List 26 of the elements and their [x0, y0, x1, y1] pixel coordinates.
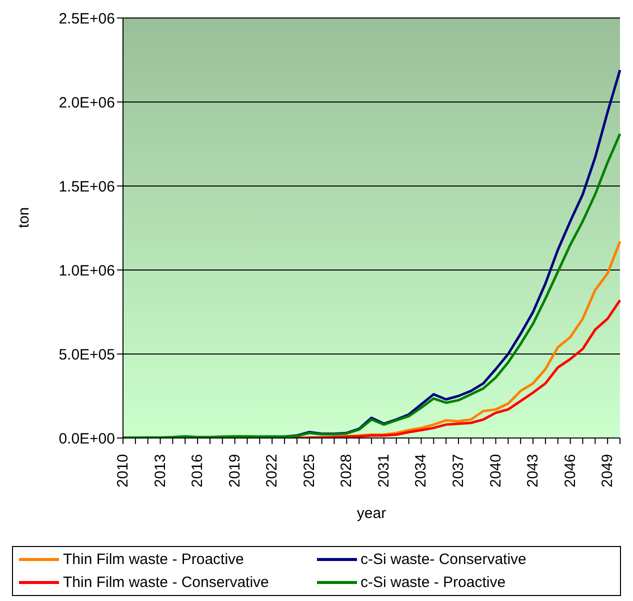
- legend-label: Thin Film waste - Conservative: [63, 574, 269, 591]
- x-tick-label: 2019: [226, 454, 244, 488]
- x-tick-label: 2025: [300, 454, 318, 488]
- x-tick-label: 2040: [487, 454, 504, 488]
- x-tick-label: 2034: [412, 454, 430, 488]
- x-tick-label: 2010: [114, 454, 132, 488]
- x-tick-label: 2031: [375, 454, 392, 488]
- x-tick-label: 2043: [524, 454, 542, 488]
- x-tick-label: 2037: [450, 454, 467, 488]
- legend-label: c-Si waste - Proactive: [360, 574, 506, 591]
- y-tick-label: 1.5E+06: [58, 178, 115, 196]
- x-tick-label: 2028: [338, 454, 356, 488]
- y-tick-label: 5.0E+05: [58, 346, 115, 364]
- x-tick-label: 2046: [562, 454, 579, 488]
- y-tick-label: 0.0E+00: [58, 430, 115, 448]
- x-tick-label: 2013: [152, 454, 169, 488]
- legend-label: c-Si waste- Conservative: [360, 551, 526, 568]
- x-tick-label: 2016: [189, 454, 206, 488]
- x-tick-label: 2022: [264, 454, 281, 488]
- x-axis-title: year: [356, 505, 386, 522]
- y-axis-title: ton: [15, 207, 32, 228]
- x-tick-label: 2049: [599, 454, 616, 488]
- y-tick-label: 2.0E+06: [58, 94, 115, 112]
- legend-label: Thin Film waste - Proactive: [63, 551, 244, 568]
- y-tick-label: 1.0E+06: [58, 262, 115, 280]
- y-tick-label: 2.5E+06: [58, 10, 115, 28]
